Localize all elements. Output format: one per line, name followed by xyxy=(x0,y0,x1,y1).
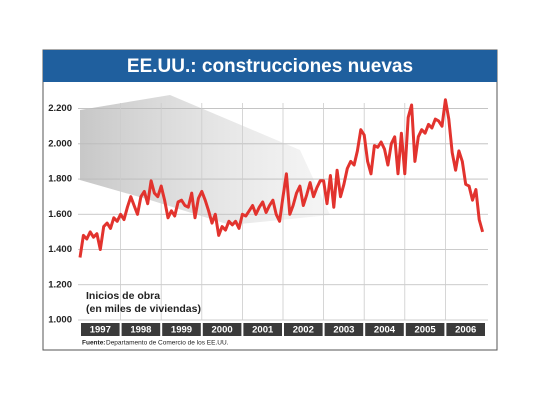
x-tick-label: 1997 xyxy=(90,325,111,336)
x-tick-label: 2002 xyxy=(293,325,314,336)
x-tick-box xyxy=(162,323,201,336)
x-tick-box xyxy=(405,323,445,336)
x-tick-label: 2004 xyxy=(374,325,396,336)
x-tick-label: 2001 xyxy=(252,325,274,336)
y-tick-label: 1.800 xyxy=(48,174,72,185)
source-label: Fuente: xyxy=(82,340,105,347)
y-tick-label: 2.000 xyxy=(48,138,72,149)
y-tick-label: 1.200 xyxy=(48,279,72,290)
title-bar xyxy=(43,50,497,82)
x-tick-box xyxy=(202,323,242,336)
y-tick-label: 1.000 xyxy=(48,315,72,326)
x-tick-box xyxy=(284,323,323,336)
y-tick-label: 1.400 xyxy=(48,244,72,255)
annotation: (en miles de viviendas) xyxy=(86,303,201,315)
x-tick-box xyxy=(81,323,120,336)
annotation: Inicios de obra xyxy=(86,290,160,302)
source: Departamento de Comercio de los EE.UU. xyxy=(106,340,229,347)
y-tick-label: 2.200 xyxy=(48,103,72,114)
x-tick-label: 1998 xyxy=(130,325,151,336)
x-tick-label: 2003 xyxy=(333,325,354,336)
x-tick-box xyxy=(446,323,485,336)
x-tick-box xyxy=(365,323,404,336)
x-tick-label: 2006 xyxy=(455,325,476,336)
x-tick-label: 2000 xyxy=(212,325,233,336)
x-tick-label: 2005 xyxy=(415,325,437,336)
x-tick-box xyxy=(121,323,161,336)
x-tick-label: 1999 xyxy=(171,325,192,336)
y-tick-label: 1.600 xyxy=(48,209,72,220)
x-tick-box xyxy=(243,323,282,336)
data-line xyxy=(78,98,485,258)
chart-title: EE.UU.: construcciones nuevas xyxy=(127,56,413,77)
x-tick-box xyxy=(324,323,364,336)
